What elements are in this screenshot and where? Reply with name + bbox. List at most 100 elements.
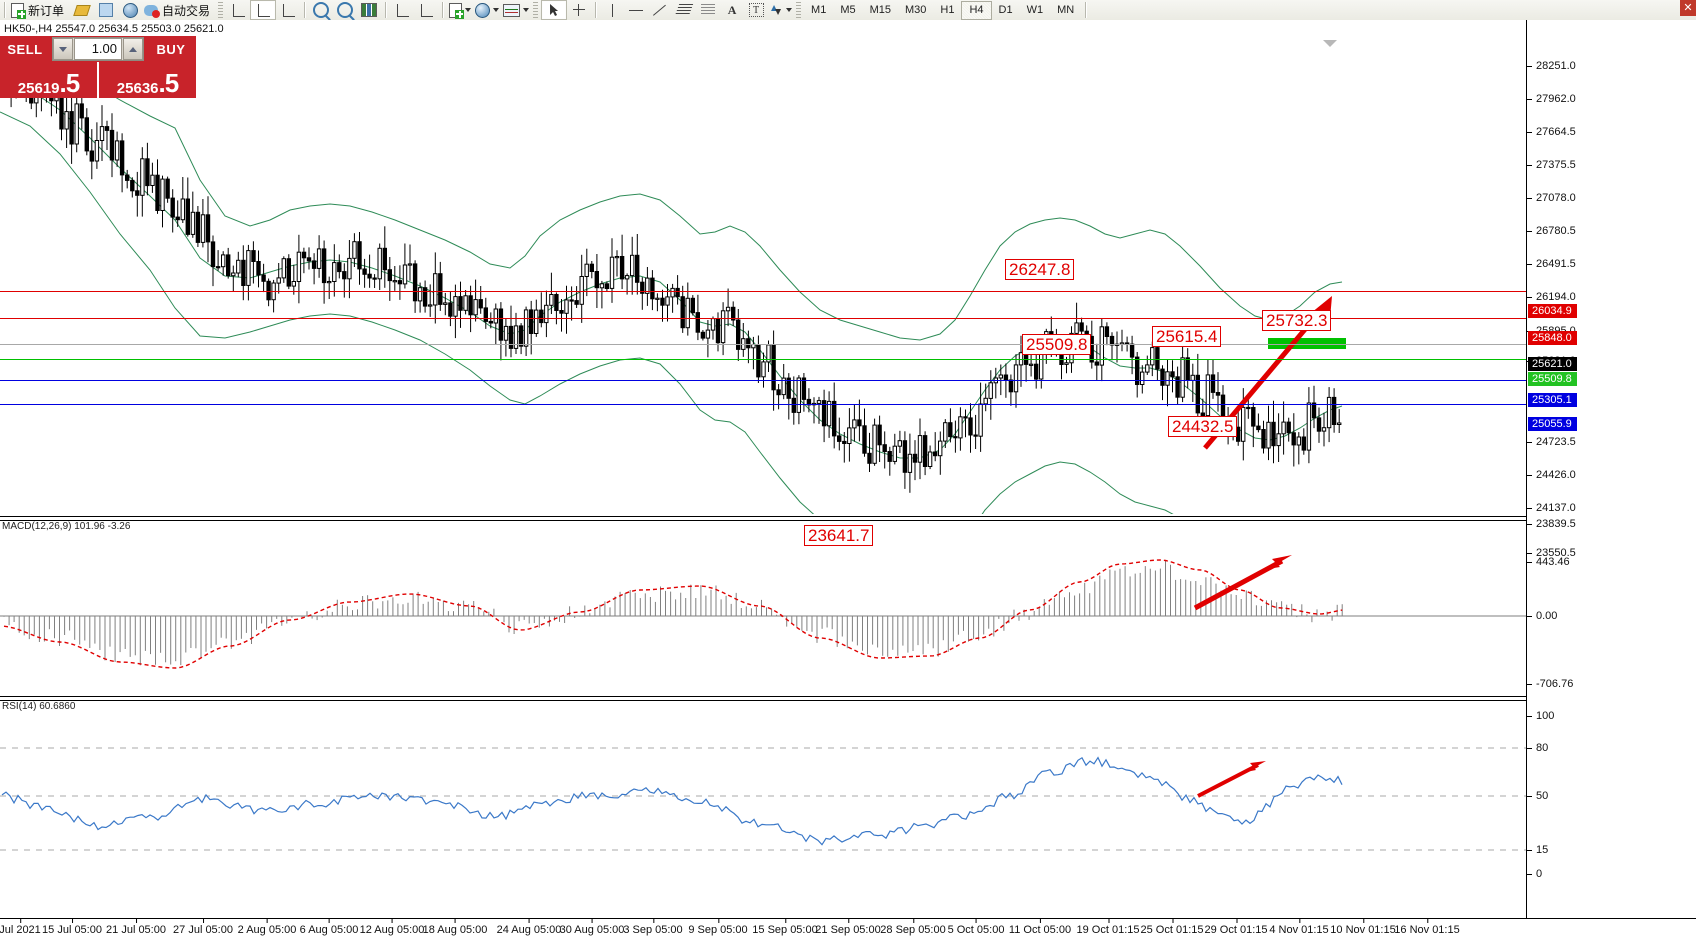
level-support-green[interactable] (0, 359, 1526, 360)
level-support-blue-1[interactable] (0, 380, 1526, 381)
macd-signal-line (3, 559, 1343, 669)
sell-button[interactable]: SELL (7, 41, 43, 57)
sell-price[interactable]: 25619.5 (0, 62, 99, 98)
rsi-indicator-label: RSI(14) 60.6860 (2, 701, 76, 712)
new-order-button[interactable]: 新订单 (9, 1, 70, 19)
arrows-button[interactable] (768, 1, 794, 19)
timeframe-m5[interactable]: M5 (840, 3, 856, 16)
volume-increase-button[interactable] (123, 38, 143, 60)
price-badge[interactable]: 25621.0 (1528, 357, 1577, 371)
zoom-out-button[interactable] (333, 1, 357, 19)
timeframe-m1[interactable]: M1 (811, 3, 827, 16)
level-support-blue-2[interactable] (0, 404, 1526, 405)
price-tick: 27664.5 (1527, 126, 1576, 138)
chevron-down-icon-2[interactable] (493, 8, 500, 12)
horizontal-line-button[interactable] (624, 1, 648, 19)
auto-trading-button[interactable]: 自动交易 (142, 1, 216, 19)
period-button[interactable] (473, 1, 501, 19)
level-resistance-1[interactable] (0, 291, 1526, 292)
volume-stepper[interactable]: 1.00 (52, 37, 144, 61)
zoom-in-button[interactable] (309, 1, 333, 19)
macd-pane[interactable] (0, 519, 1526, 694)
trendline-button[interactable] (648, 1, 672, 19)
chevron-down-icon-3[interactable] (523, 8, 530, 12)
price-badge[interactable]: 25055.9 (1528, 417, 1577, 431)
chart-shift-icon (395, 3, 410, 17)
annotation-23641-7[interactable]: 23641.7 (804, 525, 874, 546)
chart-area[interactable]: HK50-,H4 25547.0 25634.5 25503.0 25621.0… (0, 20, 1696, 946)
price-badge[interactable]: 25509.8 (1528, 372, 1577, 386)
line-chart-button[interactable] (276, 1, 300, 19)
timeframe-d1[interactable]: D1 (998, 3, 1013, 16)
level-resistance-2[interactable] (0, 318, 1526, 319)
cursor-icon (550, 4, 559, 16)
indicators-button[interactable] (501, 1, 531, 19)
auto-scroll-button[interactable] (414, 1, 438, 19)
level-current-price[interactable] (0, 344, 1526, 345)
close-icon[interactable]: ✕ (1680, 0, 1696, 16)
annotation-24432-5[interactable]: 24432.5 (1168, 416, 1238, 437)
timeframe-h1[interactable]: H1 (940, 3, 955, 16)
annotation-26247-8[interactable]: 26247.8 (1005, 259, 1075, 280)
price-tick: 443.46 (1527, 556, 1570, 568)
timeframe-w1[interactable]: W1 (1026, 3, 1044, 16)
volume-input[interactable]: 1.00 (74, 38, 122, 60)
fibonacci-button[interactable] (672, 1, 696, 19)
price-tick: 28251.0 (1527, 60, 1576, 72)
fib-grid-button[interactable] (696, 1, 720, 19)
crosshair-button[interactable] (567, 1, 591, 19)
trade-panel-top-row: SELL 1.00 BUY (0, 36, 196, 62)
new-order-icon (11, 2, 26, 19)
timeframe-m30[interactable]: M30 (905, 3, 927, 16)
timeframe-h4[interactable]: H4 (961, 0, 992, 20)
price-badge[interactable]: 25848.0 (1528, 331, 1577, 345)
text-label-button[interactable]: A (720, 1, 744, 19)
timeframe-mn[interactable]: MN (1057, 3, 1075, 16)
bar-chart-icon (231, 3, 246, 17)
toolbar-grip-2[interactable] (533, 2, 539, 18)
timeframe-m15[interactable]: M15 (869, 3, 891, 16)
buy-price[interactable]: 25636.5 (99, 62, 196, 98)
expert-advisor-button[interactable] (70, 1, 94, 19)
bar-chart-button[interactable] (226, 1, 250, 19)
signals-icon (122, 2, 138, 18)
price-tick: 0.00 (1527, 610, 1557, 622)
time-tick: 15 Jul 05:00 (42, 918, 102, 936)
toolbar-divider-5 (595, 2, 597, 18)
chart-shift-button[interactable] (390, 1, 414, 19)
annotation-25615-4[interactable]: 25615.4 (1152, 326, 1222, 347)
toolbar-grip[interactable] (218, 2, 224, 18)
signals-button[interactable] (118, 1, 142, 19)
data-window-button[interactable] (94, 1, 118, 19)
candlestick-chart-button[interactable] (250, 0, 277, 20)
templates-button[interactable] (447, 1, 473, 19)
text-button[interactable]: T (744, 1, 768, 19)
time-tick: 24 Aug 05:00 (496, 918, 562, 936)
one-click-trading-panel[interactable]: SELL 1.00 BUY 25619.5 25636.5 (0, 36, 196, 98)
time-axis[interactable]: Jul 2021 15 Jul 05:00 21 Jul 05:00 27 Jul 0… (0, 918, 1696, 946)
vertical-line-button[interactable] (600, 1, 624, 19)
buy-price-decimal: .5 (158, 68, 180, 98)
price-pane[interactable] (0, 20, 1526, 514)
volume-decrease-button[interactable] (53, 38, 73, 60)
sell-price-main: 25619 (17, 80, 60, 97)
bollinger-upper-band (0, 49, 1343, 341)
annotation-25509-8[interactable]: 25509.8 (1022, 334, 1092, 355)
chevron-down-icon[interactable] (465, 8, 472, 12)
candlestick-icon (256, 3, 271, 17)
scroll-indicator[interactable] (1323, 40, 1337, 47)
price-tick: 27078.0 (1527, 192, 1576, 204)
buy-button[interactable]: BUY (156, 41, 186, 57)
rsi-pane[interactable] (0, 699, 1526, 918)
indicators-icon (503, 3, 521, 17)
pane-separator-rsi[interactable] (0, 696, 1696, 701)
chevron-down-icon-4[interactable] (786, 8, 793, 12)
pane-separator-macd[interactable] (0, 516, 1696, 521)
cursor-button[interactable] (541, 0, 568, 20)
annotation-25732-3[interactable]: 25732.3 (1262, 310, 1332, 331)
price-axis[interactable]: 28251.0 27962.0 27664.5 27375.5 27078.0 26780… (1526, 20, 1696, 918)
price-badge[interactable]: 26034.9 (1528, 304, 1577, 318)
price-badge[interactable]: 25305.1 (1528, 393, 1577, 407)
grid-button[interactable] (357, 1, 381, 19)
toolbar-grip-3[interactable] (796, 2, 802, 18)
